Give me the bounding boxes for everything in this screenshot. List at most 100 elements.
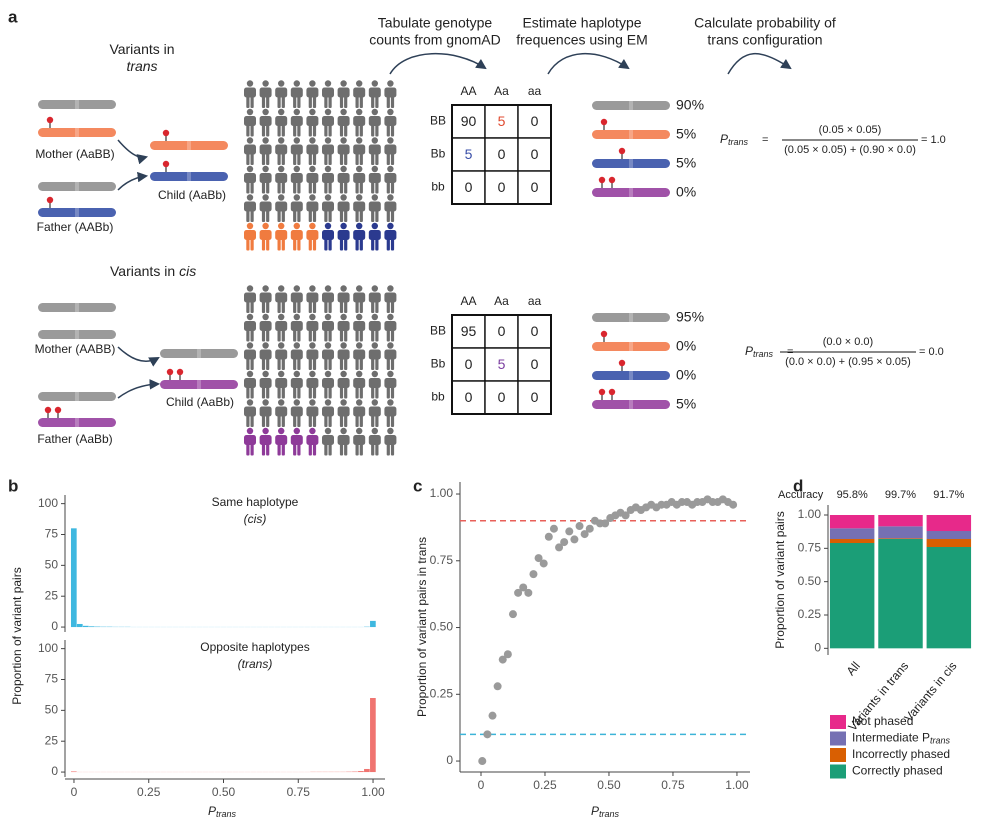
person-icon bbox=[322, 80, 334, 108]
scatter-point bbox=[488, 711, 497, 720]
y-tick-label: 0.50 bbox=[430, 620, 454, 634]
table-row-label: BB bbox=[430, 114, 446, 128]
person-icon bbox=[384, 165, 397, 194]
person-icon bbox=[275, 313, 288, 342]
formula-symbol: Ptrans bbox=[720, 132, 749, 147]
heading-text: Variants in bbox=[110, 263, 175, 279]
person-icon bbox=[259, 194, 272, 222]
x-tick-label: 1.00 bbox=[725, 778, 749, 792]
person-icon bbox=[322, 285, 334, 313]
legend-text: Not phased bbox=[852, 714, 913, 728]
scatter-point bbox=[555, 543, 564, 552]
person-icon bbox=[259, 165, 272, 194]
person-icon bbox=[353, 80, 366, 108]
person-icon bbox=[368, 108, 381, 137]
formula-denominator: (0.05 × 0.05) + (0.90 × 0.0) bbox=[784, 144, 916, 156]
chromosome bbox=[150, 172, 228, 181]
y-axis-label: Proportion of variant pairs in trans bbox=[415, 537, 429, 717]
table-cell bbox=[517, 380, 552, 415]
person-icon bbox=[353, 165, 366, 194]
person-icon bbox=[290, 342, 303, 370]
haplotype-frequency: 0% bbox=[676, 338, 696, 354]
table-value: 0 bbox=[498, 323, 506, 339]
centromere bbox=[75, 100, 79, 109]
centromere bbox=[629, 400, 633, 409]
accuracy-label: 91.7% bbox=[933, 489, 964, 501]
person-icon bbox=[275, 80, 288, 108]
person-icon bbox=[244, 427, 256, 456]
chromosome bbox=[38, 392, 116, 401]
variant-pin-head bbox=[166, 368, 174, 376]
parent-label: Father (AaBb) bbox=[37, 432, 112, 446]
histogram-bar bbox=[70, 528, 77, 628]
legend-label: Correctly phased bbox=[852, 764, 943, 778]
person-icon bbox=[306, 370, 319, 399]
haplotype-frequency: 5% bbox=[676, 396, 696, 412]
table-value: 5 bbox=[498, 356, 506, 372]
x-axis-label: Ptrans bbox=[208, 804, 237, 819]
person-icon bbox=[244, 108, 256, 137]
variant-pin-head bbox=[600, 118, 608, 126]
scatter-point bbox=[570, 535, 579, 544]
person-icon bbox=[322, 427, 334, 456]
step-heading: trans configuration bbox=[707, 32, 822, 48]
person-icon bbox=[322, 108, 334, 137]
person-icon bbox=[290, 165, 303, 194]
person-icon bbox=[368, 342, 381, 370]
stacked-bar-segment bbox=[829, 539, 875, 543]
stacked-bar-segment bbox=[926, 547, 972, 649]
step-heading: Estimate haplotype bbox=[522, 15, 641, 31]
variant-pin-head bbox=[598, 176, 606, 184]
step-arrow bbox=[389, 52, 487, 75]
person-icon bbox=[322, 165, 334, 194]
person-icon bbox=[337, 313, 350, 342]
person-icon bbox=[368, 194, 381, 222]
heading-text: trans bbox=[126, 58, 157, 74]
chromosome bbox=[592, 130, 670, 139]
person-icon bbox=[368, 80, 381, 108]
step-heading: frequences using EM bbox=[516, 32, 648, 48]
person-icon bbox=[259, 342, 272, 370]
person-icon bbox=[306, 80, 319, 108]
centromere bbox=[629, 342, 633, 351]
panel-label: a bbox=[8, 7, 18, 26]
formula-p: P bbox=[745, 344, 753, 358]
haplotype-frequency: 5% bbox=[676, 155, 696, 171]
person-icon bbox=[275, 222, 288, 251]
scatter-point bbox=[529, 570, 538, 579]
y-tick-label: 0.50 bbox=[798, 574, 822, 588]
table-border bbox=[451, 104, 552, 205]
y-tick-label: 0.25 bbox=[430, 686, 454, 700]
centromere bbox=[197, 380, 201, 389]
person-icon bbox=[259, 108, 272, 137]
table-value: 90 bbox=[461, 113, 477, 129]
variant-pin-head bbox=[608, 388, 616, 396]
person-icon bbox=[290, 108, 303, 137]
chromosome bbox=[592, 101, 670, 110]
x-tick-label: 0.50 bbox=[212, 785, 236, 799]
table-column-label: Aa bbox=[494, 294, 509, 308]
stacked-bar-segment bbox=[878, 526, 923, 539]
person-icon bbox=[337, 222, 350, 251]
haplotype-frequency: 0% bbox=[676, 367, 696, 383]
table-value: 0 bbox=[531, 179, 539, 195]
person-icon bbox=[244, 370, 256, 399]
table-value: 5 bbox=[498, 113, 506, 129]
table-row-label: Bb bbox=[431, 357, 446, 371]
person-icon bbox=[353, 313, 366, 342]
person-icon bbox=[353, 137, 366, 165]
person-icon bbox=[384, 370, 397, 399]
y-tick-label: 50 bbox=[45, 558, 59, 572]
person-icon bbox=[353, 194, 366, 222]
person-icon bbox=[244, 399, 256, 427]
stacked-bar-segment bbox=[829, 515, 875, 529]
scatter-point bbox=[585, 524, 594, 533]
centromere bbox=[629, 130, 633, 139]
legend-text: Incorrectly phased bbox=[852, 747, 950, 761]
legend-swatch bbox=[830, 764, 846, 779]
parent-label: Child (AaBb) bbox=[166, 395, 234, 409]
person-icon bbox=[353, 285, 366, 313]
person-icon bbox=[290, 222, 303, 251]
scatter-point bbox=[524, 588, 533, 597]
